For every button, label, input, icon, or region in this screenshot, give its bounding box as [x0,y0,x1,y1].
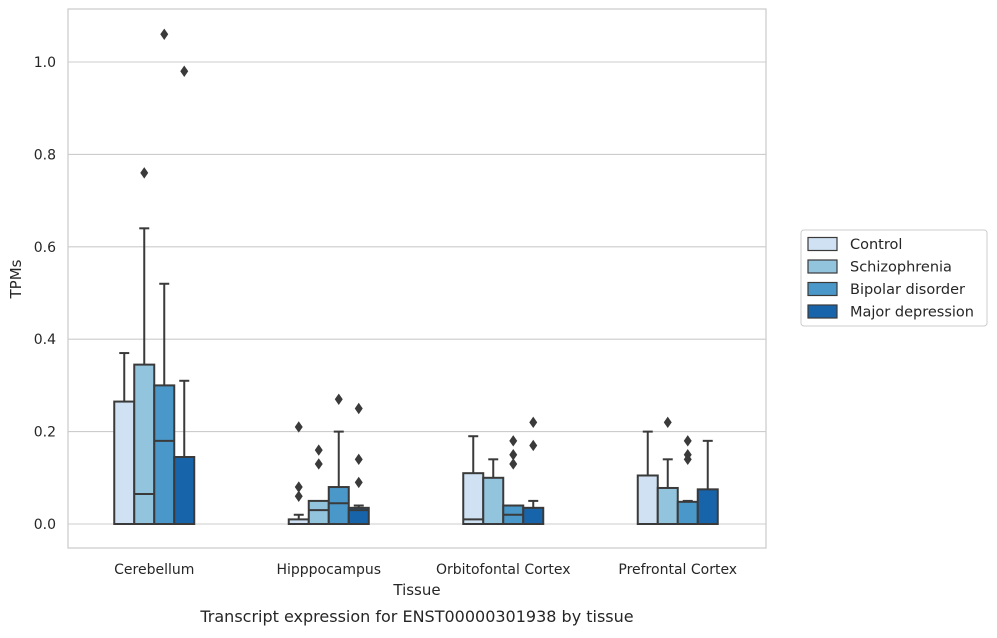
box-mark [482,458,505,525]
x-tick-label: Prefrontal Cortex [618,562,737,578]
box-body [347,506,370,525]
box-body [307,499,330,525]
box-mark [656,416,679,525]
box-body [173,456,196,526]
outlier-point [509,458,518,470]
outlier-point [334,393,343,405]
y-tick-label: 0.4 [34,332,56,348]
legend-swatch [807,304,838,319]
outlier-point [683,435,692,447]
outlier-point [294,490,303,502]
y-tick-label: 0.6 [34,240,56,256]
box-body [522,506,545,525]
legend-label: Bipolar disorder [850,282,965,298]
box-body [462,472,485,525]
box-body [656,486,679,525]
legend-frame [800,229,988,327]
outlier-point [354,453,363,466]
legend-label: Major depression [850,305,974,321]
outlier-point [509,449,518,461]
x-tick-label: Cerebellum [114,562,194,578]
box-mark [347,402,370,525]
box-mark [327,393,350,526]
y-tick-label: 0.8 [34,147,56,163]
box-body [676,500,699,526]
outlier-point [529,439,538,452]
x-axis-label: Tissue [392,581,440,599]
outlier-point [509,435,518,447]
box-plot-marks [113,28,719,526]
outlier-point [529,416,538,429]
y-tick-label: 0.0 [34,517,56,533]
x-tick-label: Orbitofontal Cortex [436,562,571,578]
outlier-point [160,28,169,40]
box-mark [462,435,485,525]
box-body [636,474,659,525]
legend-swatch [807,236,838,252]
box-mark [153,28,176,525]
legend-items: Control Schizophrenia Bipolar disorder Majo… [807,236,974,321]
outlier-point [294,421,303,433]
box-mark [287,421,310,526]
outlier-point [354,402,363,415]
x-tick-label: Hipppocampus [276,562,381,578]
box-mark [676,435,699,526]
box-mark [636,430,659,525]
plot-frame [67,8,767,549]
outlier-point [294,481,303,493]
legend-label: Control [850,237,902,253]
y-tick-label: 1.0 [34,55,56,71]
x-tick-labels: Cerebellum Hipppocampus Orbitofontal Corte… [114,562,737,578]
outlier-point [354,476,363,489]
box-mark [133,167,156,525]
legend-swatch [807,259,838,274]
box-mark [502,435,525,525]
box-body [153,384,176,525]
box-mark [522,416,545,525]
outlier-point [683,449,692,461]
box-mark [113,352,136,526]
box-body [113,400,136,526]
legend: Control Schizophrenia Bipolar disorder Majo… [800,229,988,327]
chart-caption: Transcript expression for ENST0000030193… [199,607,633,626]
outlier-point [314,458,323,470]
box-body [133,363,156,525]
box-body [327,486,350,526]
outlier-point [663,416,672,429]
box-mark [307,444,330,525]
outlier-point [180,65,189,77]
y-tick-labels: 0.0 0.2 0.4 0.6 0.8 1.0 [34,55,56,533]
y-axis-label: TPMs [7,259,25,299]
outlier-point [314,444,323,456]
box-mark [173,65,196,526]
y-tick-label: 0.2 [34,425,56,441]
outlier-point [140,167,149,179]
box-body [696,488,719,526]
box-mark [696,439,719,526]
box-body [482,476,505,525]
legend-swatch [807,281,838,297]
legend-label: Schizophrenia [850,260,952,276]
